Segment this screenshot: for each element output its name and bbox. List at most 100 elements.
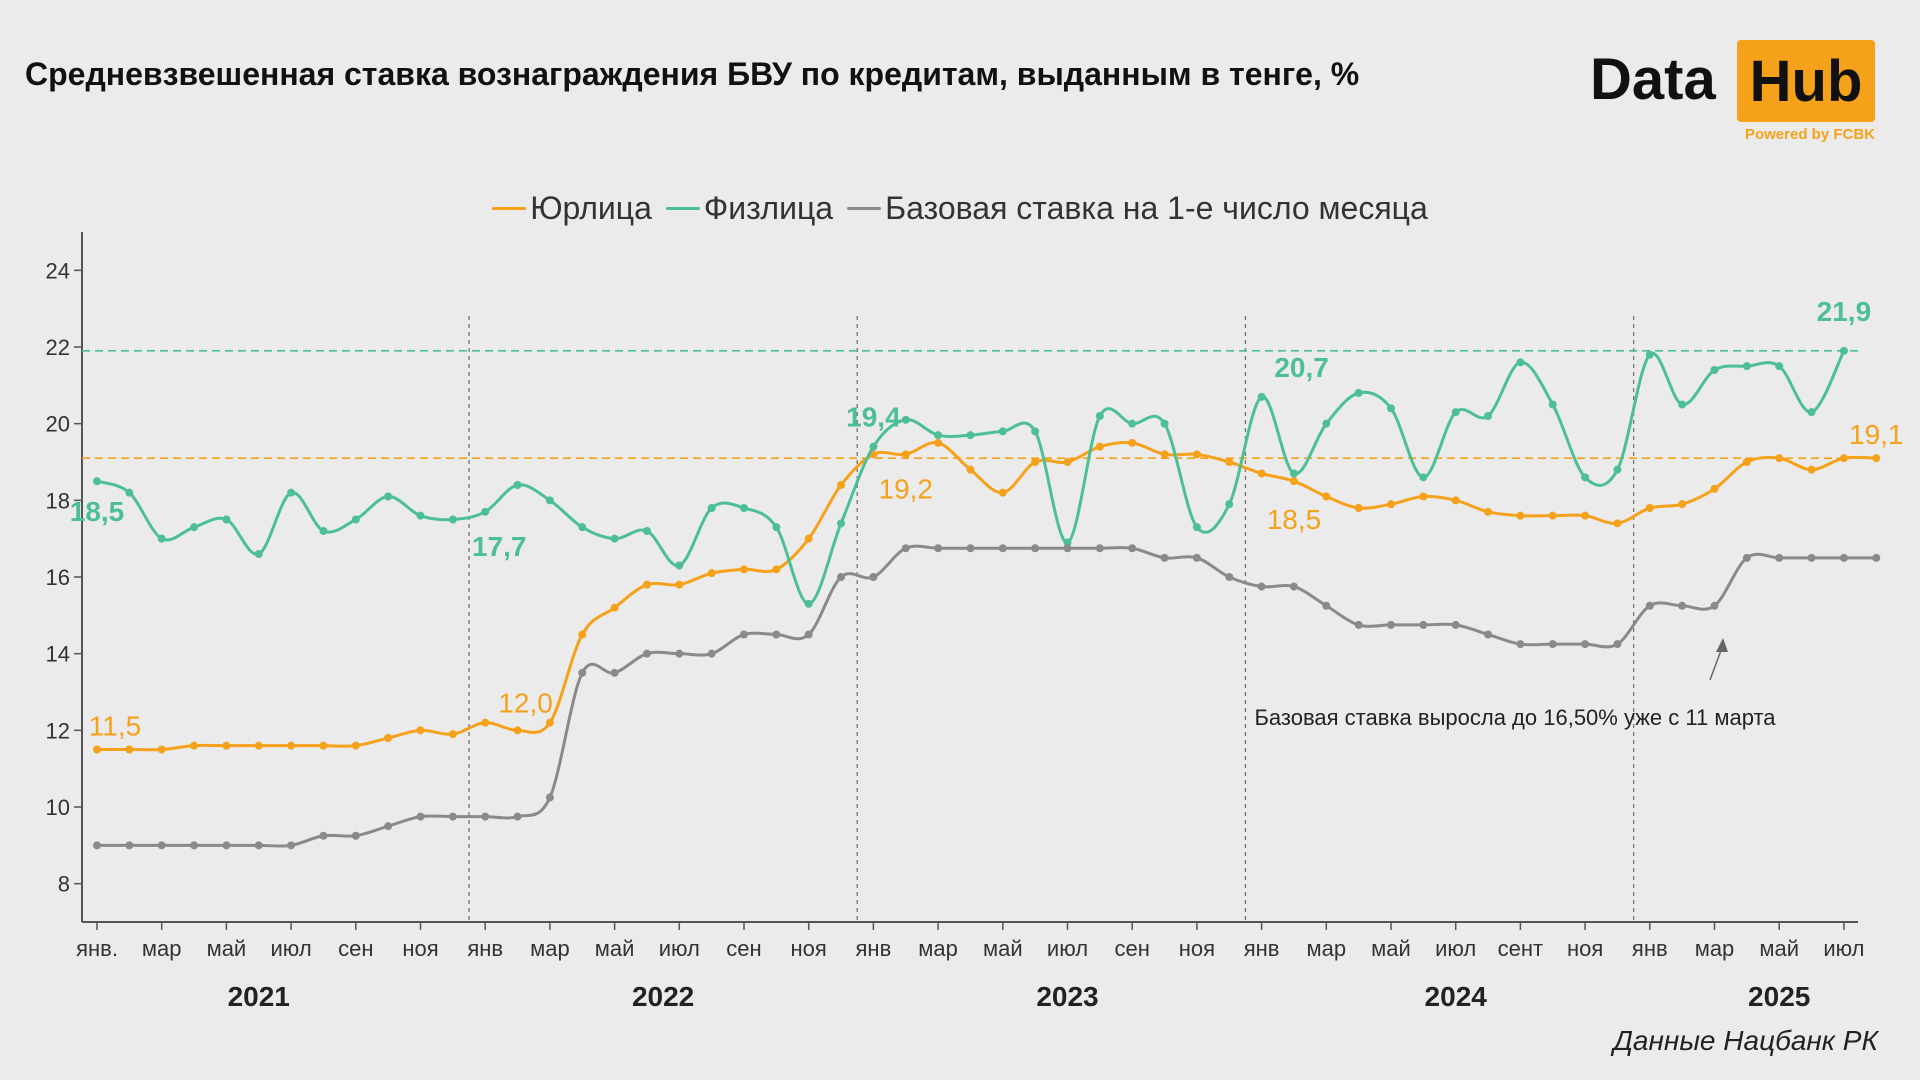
data-point-legal <box>1257 469 1266 478</box>
data-point-legal <box>254 741 263 750</box>
chart-title: Средневзвешенная ставка вознаграждения Б… <box>25 56 1360 92</box>
data-point-legal <box>707 569 716 578</box>
data-point-individual <box>1095 412 1104 420</box>
y-tick-label: 12 <box>46 718 70 743</box>
data-point-legal <box>351 741 360 750</box>
data-point-base <box>901 544 910 553</box>
data-point-legal <box>1322 492 1331 501</box>
x-tick-label: мар <box>142 936 182 961</box>
data-point-legal <box>1128 438 1137 447</box>
data-point-individual <box>254 550 263 558</box>
data-point-legal <box>1192 450 1201 459</box>
x-tick-label: май <box>983 936 1023 961</box>
x-tick-label: июл <box>1823 936 1864 961</box>
data-point-legal <box>448 730 457 739</box>
data-point-individual <box>93 477 101 486</box>
data-point-individual <box>1484 412 1493 420</box>
data-point-individual <box>1192 523 1201 532</box>
x-tick-label: май <box>1371 936 1411 961</box>
data-point-base <box>1839 553 1848 562</box>
x-tick-label: июл <box>1047 936 1088 961</box>
data-point-base <box>1645 601 1654 610</box>
data-point-individual <box>901 415 910 424</box>
data-point-legal <box>1678 500 1687 509</box>
data-point-legal <box>93 745 101 754</box>
x-tick-label: июл <box>1435 936 1476 961</box>
data-point-base <box>481 812 490 821</box>
value-label-legal: 19,1 <box>1849 419 1904 450</box>
series-line-individual <box>96 350 1846 606</box>
data-point-base <box>545 793 554 802</box>
data-point-legal <box>1225 458 1234 466</box>
data-point-individual <box>869 442 878 451</box>
data-point-legal <box>642 580 651 589</box>
data-point-legal <box>1387 500 1395 509</box>
data-point-legal <box>1516 511 1525 520</box>
logo-word-hub: Hub <box>1737 40 1875 122</box>
data-point-base <box>319 831 328 840</box>
data-point-individual <box>157 534 166 543</box>
y-tick-label: 14 <box>46 642 70 667</box>
data-point-individual <box>416 511 425 520</box>
data-point-base <box>1678 601 1687 610</box>
y-tick-label: 8 <box>58 872 70 897</box>
series-line-base <box>97 544 1877 848</box>
data-point-legal <box>287 741 296 750</box>
data-point-base <box>804 630 813 639</box>
data-point-legal <box>1451 496 1460 505</box>
datahub-logo: Data Hub Powered by FCBK <box>1590 38 1875 148</box>
data-point-legal <box>1160 450 1169 459</box>
data-point-legal <box>513 726 522 735</box>
x-tick-label: сент <box>1498 936 1543 961</box>
data-point-base <box>998 544 1007 553</box>
x-tick-label: янв <box>856 936 892 961</box>
x-tick-label: мар <box>530 936 570 961</box>
x-tick-label: июл <box>659 936 700 961</box>
data-point-individual <box>125 488 134 497</box>
data-point-legal <box>416 726 425 735</box>
data-point-legal <box>740 565 748 574</box>
data-point-individual <box>966 431 975 440</box>
data-point-base <box>1128 544 1137 553</box>
data-point-base <box>1613 640 1622 649</box>
data-point-individual <box>804 599 813 608</box>
year-label: 2022 <box>632 981 694 1012</box>
x-tick-label: май <box>1759 936 1799 961</box>
value-label-legal: 19,2 <box>879 473 934 504</box>
legend-item-legal: Юрлица <box>492 190 652 227</box>
data-point-base <box>1322 601 1331 610</box>
value-label-legal: 18,5 <box>1267 504 1322 535</box>
logo-tagline: Powered by FCBK <box>1744 126 1875 143</box>
data-point-individual <box>1063 538 1072 547</box>
data-point-legal <box>966 465 975 474</box>
y-tick-label: 18 <box>46 488 70 513</box>
logo-word-data: Data <box>1590 47 1716 112</box>
data-point-legal <box>772 565 781 574</box>
data-point-base <box>1289 582 1298 591</box>
data-point-base <box>610 668 619 677</box>
data-point-base <box>1387 620 1395 629</box>
data-point-individual <box>384 492 393 501</box>
data-point-base <box>384 822 393 831</box>
data-point-base <box>1031 544 1040 553</box>
legend-swatch-legal <box>492 207 527 210</box>
x-tick-label: янв <box>1632 936 1668 961</box>
data-point-legal <box>190 741 199 750</box>
x-tick-label: ноя <box>402 936 438 961</box>
data-point-individual <box>448 515 457 524</box>
data-point-legal <box>157 745 166 754</box>
data-point-individual <box>222 515 231 524</box>
series-line-legal <box>97 440 1877 752</box>
year-label: 2025 <box>1748 981 1810 1012</box>
x-tick-label: янв. <box>76 936 118 961</box>
data-point-individual <box>1613 465 1622 474</box>
data-point-base <box>1775 553 1784 562</box>
x-tick-label: ноя <box>1179 936 1215 961</box>
data-point-individual <box>998 427 1007 436</box>
data-point-base <box>707 649 716 658</box>
x-tick-label: июл <box>271 936 312 961</box>
value-label-individual: 20,7 <box>1274 352 1329 383</box>
data-point-individual <box>351 515 360 524</box>
value-label-individual: 21,9 <box>1817 296 1872 327</box>
